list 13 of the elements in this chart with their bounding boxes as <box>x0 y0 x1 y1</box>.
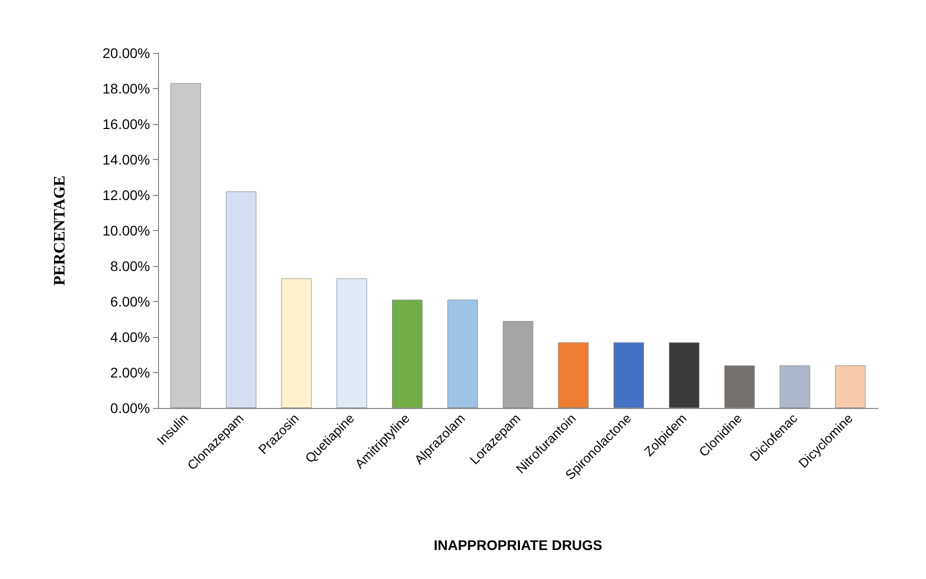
y-tick-label: 16.00% <box>102 116 150 132</box>
y-tick-label: 2.00% <box>110 364 150 380</box>
y-tick-label: 18.00% <box>102 80 150 96</box>
y-tick-label: 20.00% <box>102 45 150 61</box>
x-axis-title: INAPPROPRIATE DRUGS <box>434 537 602 553</box>
y-tick-label: 14.00% <box>102 152 150 168</box>
y-axis-title: PERCENTAGE <box>52 176 68 286</box>
y-tick-label: 12.00% <box>102 187 150 203</box>
y-tick-label: 4.00% <box>110 329 150 345</box>
y-tick-label: 6.00% <box>110 294 150 310</box>
y-tick-label: 8.00% <box>110 258 150 274</box>
y-tick-label: 0.00% <box>110 400 150 416</box>
y-tick-label: 10.00% <box>102 222 150 238</box>
